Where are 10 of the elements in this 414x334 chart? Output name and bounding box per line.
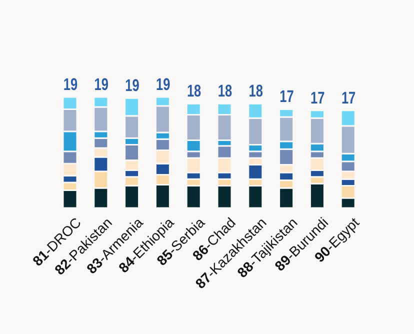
annotation: 18 [218, 82, 232, 102]
annotation: 19 [125, 76, 140, 96]
annotation: 19 [156, 75, 170, 95]
annotation: 18 [186, 82, 202, 102]
annotation: 19 [63, 75, 78, 95]
annotation: 17 [310, 88, 325, 108]
annotation: 18 [248, 82, 263, 102]
annotation: 17 [341, 88, 356, 108]
annotation: 17 [280, 88, 294, 107]
annotation: 19 [94, 75, 108, 95]
